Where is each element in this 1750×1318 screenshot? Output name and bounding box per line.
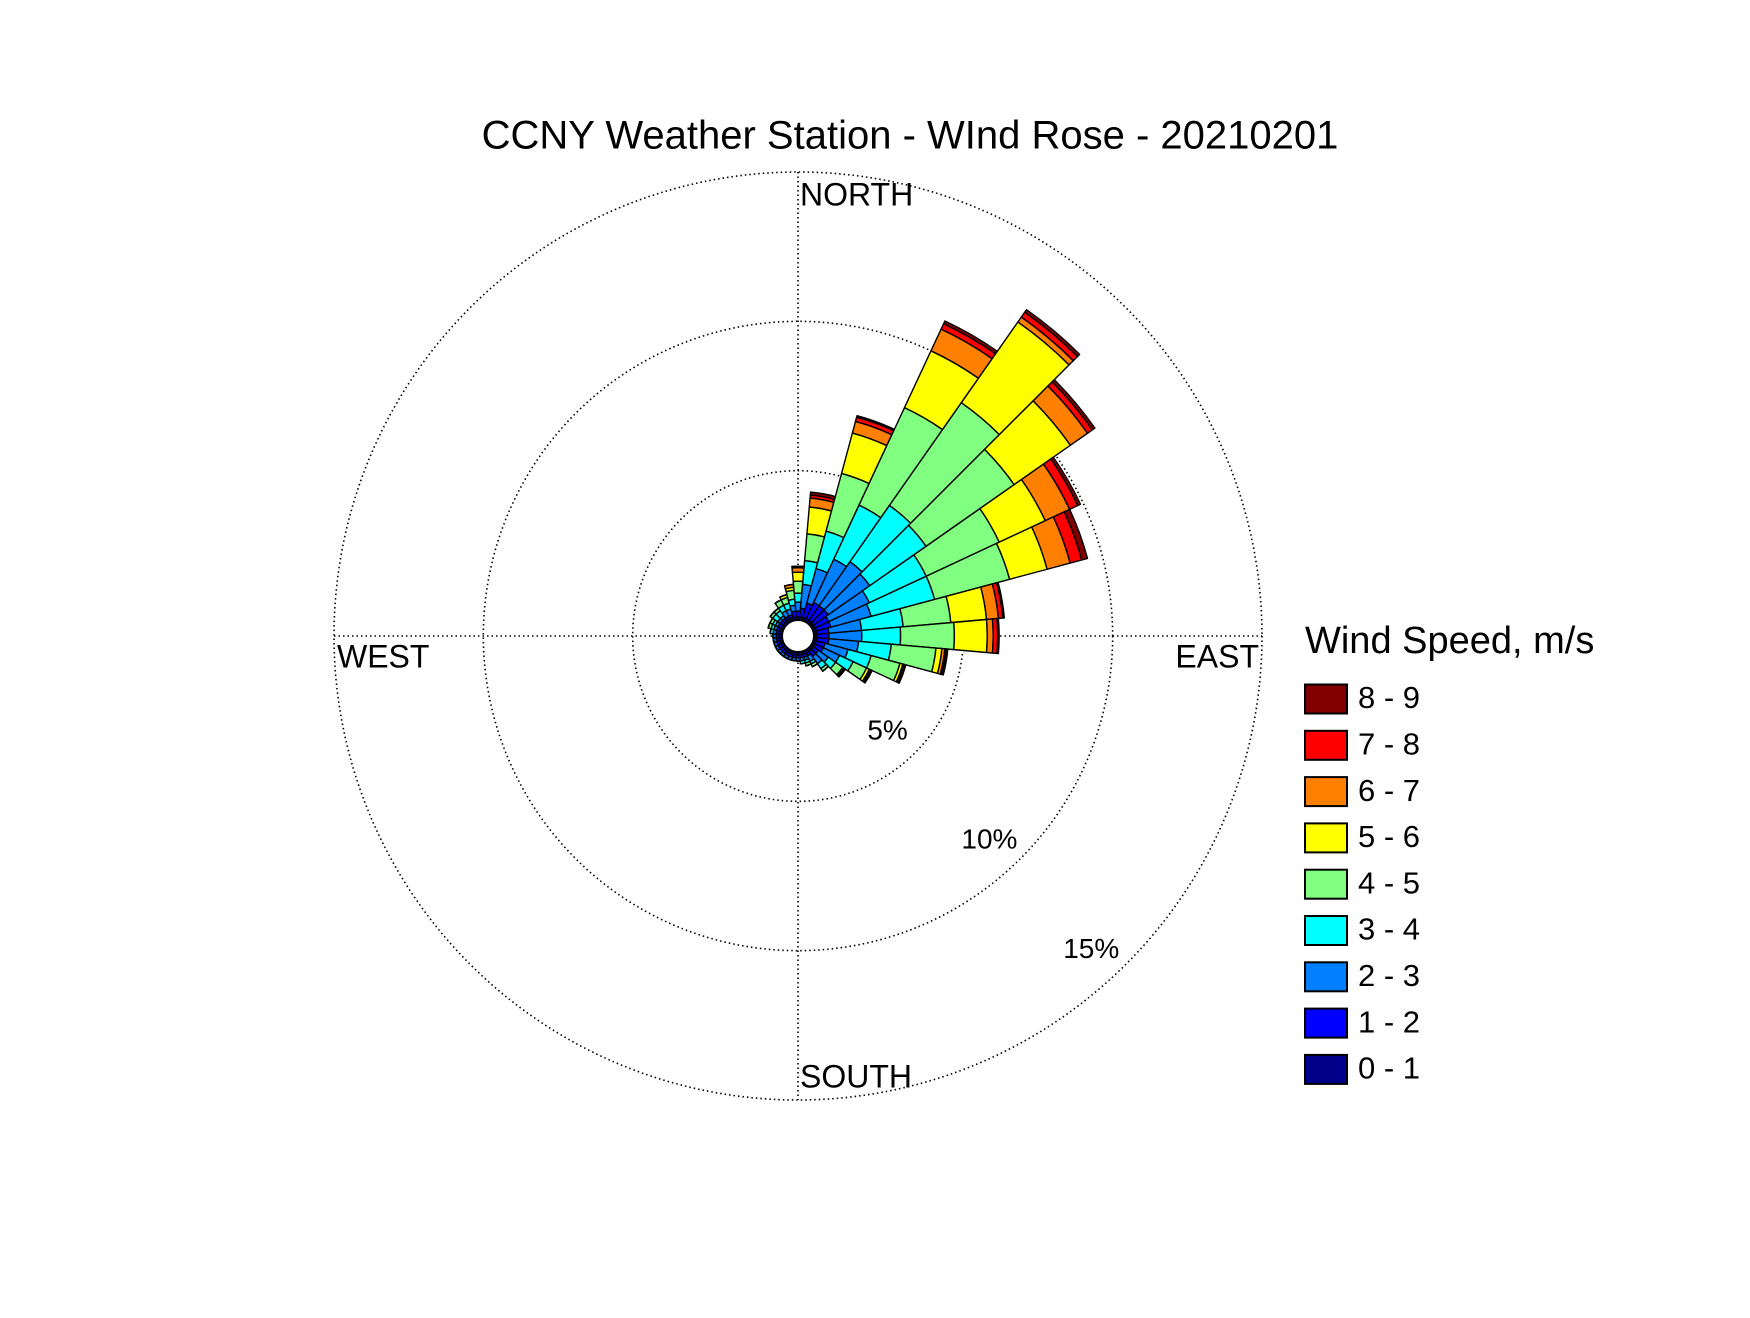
chart-title: CCNY Weather Station - WInd Rose - 20210…: [482, 114, 1339, 158]
legend-swatch: [1305, 777, 1347, 806]
legend: 0 - 1 1 - 2 2 - 3 3 - 4 4 - 5 5 - 6 6 - 7 7 - 8…: [1305, 680, 1420, 1085]
legend-label: 6 - 7: [1358, 773, 1420, 808]
south-label: SOUTH: [800, 1058, 912, 1094]
wedges: [768, 310, 1095, 683]
wedge: [796, 611, 800, 617]
wedge: [793, 581, 803, 593]
north-label: NORTH: [800, 176, 913, 212]
legend-label: 0 - 1: [1358, 1051, 1420, 1086]
r-tick-label: 5%: [867, 714, 907, 745]
east-label: EAST: [1175, 638, 1259, 674]
legend-swatch: [1305, 1055, 1347, 1084]
legend-label: 3 - 4: [1358, 912, 1420, 947]
wedge: [954, 620, 987, 653]
r-tick-label: 15%: [1063, 933, 1119, 964]
legend-label: 2 - 3: [1358, 958, 1420, 993]
wedge: [800, 663, 805, 664]
legend-swatch: [1305, 962, 1347, 991]
legend-swatch: [1305, 916, 1347, 945]
center-hole: [782, 620, 814, 652]
legend-swatch: [1305, 685, 1347, 714]
legend-label: 5 - 6: [1358, 819, 1420, 854]
wedge: [794, 593, 801, 602]
legend-label: 8 - 9: [1358, 680, 1420, 715]
legend-label: 4 - 5: [1358, 865, 1420, 900]
west-label: WEST: [337, 638, 429, 674]
legend-label: 7 - 8: [1358, 726, 1420, 761]
legend-swatch: [1305, 731, 1347, 760]
legend-swatch: [1305, 870, 1347, 899]
wedge: [770, 629, 771, 634]
wedge: [997, 618, 999, 653]
legend-swatch: [1305, 1009, 1347, 1038]
wedge: [795, 602, 801, 611]
legend-title: Wind Speed, m/s: [1305, 620, 1594, 662]
legend-label: 1 - 2: [1358, 1004, 1420, 1039]
legend-swatch: [1305, 823, 1347, 852]
r-tick-label: 10%: [961, 824, 1017, 855]
wedge: [792, 572, 803, 581]
